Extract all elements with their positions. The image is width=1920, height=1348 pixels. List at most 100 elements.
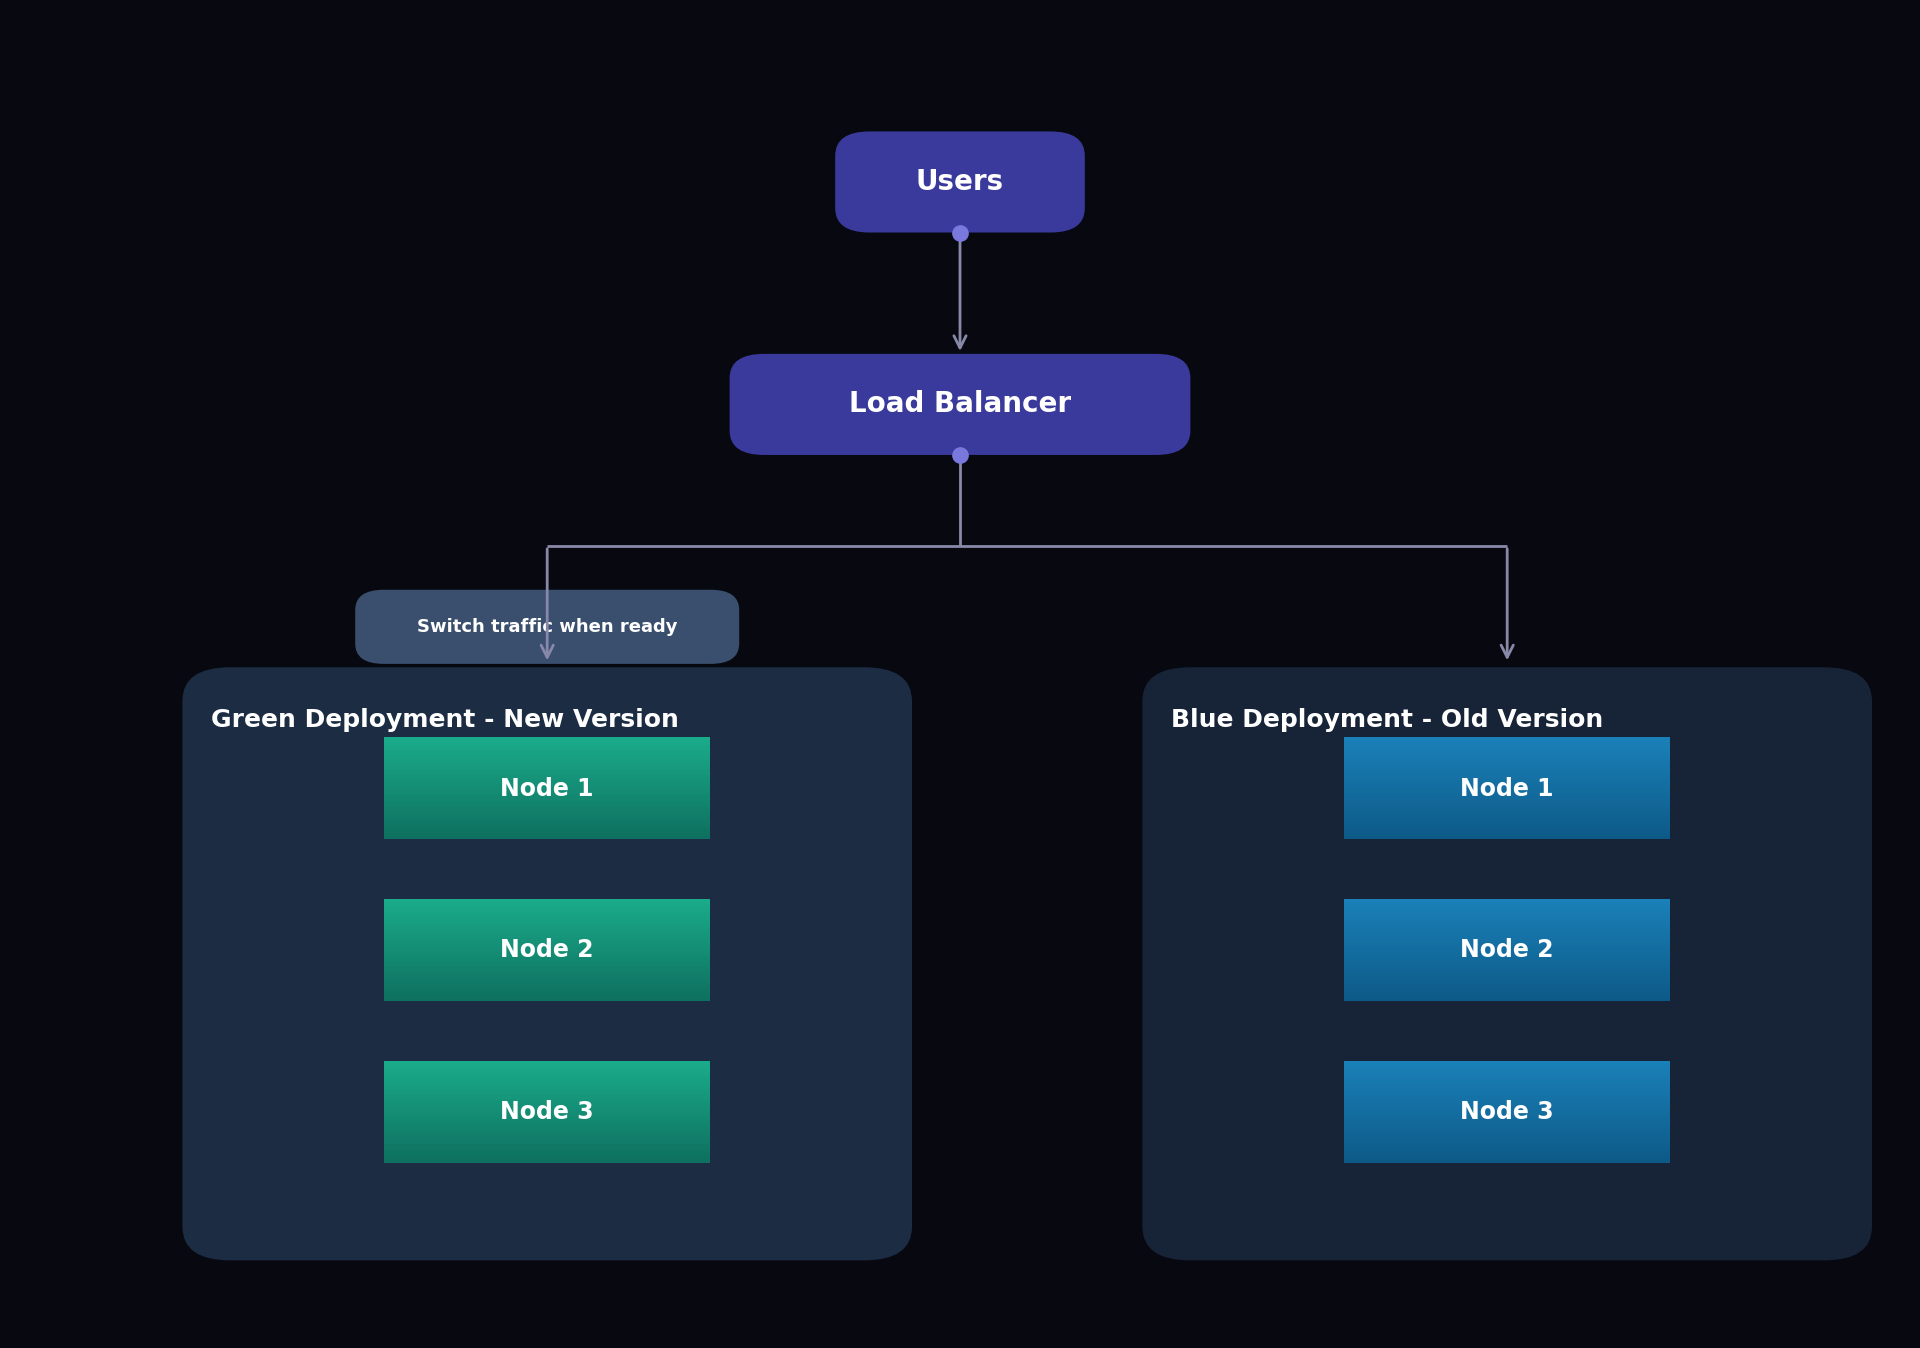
- Bar: [384, 980, 710, 983]
- Bar: [1344, 998, 1670, 1000]
- Bar: [384, 813, 710, 817]
- Bar: [1344, 1089, 1670, 1092]
- Bar: [384, 775, 710, 779]
- Bar: [384, 1122, 710, 1124]
- Bar: [1344, 948, 1670, 950]
- Bar: [1344, 934, 1670, 938]
- Bar: [1344, 745, 1670, 748]
- Bar: [384, 824, 710, 826]
- Bar: [1344, 824, 1670, 826]
- Bar: [1344, 988, 1670, 991]
- Bar: [384, 1147, 710, 1150]
- Bar: [1344, 1061, 1670, 1064]
- Bar: [1344, 1092, 1670, 1095]
- FancyBboxPatch shape: [182, 667, 912, 1260]
- Bar: [384, 826, 710, 829]
- Bar: [384, 1154, 710, 1158]
- Bar: [1344, 919, 1670, 922]
- Text: Green Deployment - New Version: Green Deployment - New Version: [211, 708, 680, 732]
- Bar: [1344, 1081, 1670, 1084]
- Bar: [1344, 1073, 1670, 1077]
- Bar: [1344, 989, 1670, 993]
- Text: Switch traffic when ready: Switch traffic when ready: [417, 617, 678, 636]
- Bar: [384, 1111, 710, 1115]
- Bar: [384, 905, 710, 907]
- Bar: [1344, 836, 1670, 838]
- Bar: [384, 914, 710, 918]
- Bar: [1344, 971, 1670, 973]
- Bar: [1344, 1107, 1670, 1109]
- Bar: [384, 942, 710, 945]
- Bar: [384, 1096, 710, 1100]
- Bar: [1344, 833, 1670, 837]
- Bar: [384, 949, 710, 953]
- Bar: [384, 977, 710, 981]
- Bar: [384, 965, 710, 968]
- Bar: [1344, 937, 1670, 941]
- Bar: [1344, 1064, 1670, 1066]
- Bar: [384, 1070, 710, 1074]
- Bar: [384, 992, 710, 996]
- Bar: [384, 934, 710, 938]
- Bar: [384, 985, 710, 988]
- Bar: [1344, 995, 1670, 999]
- Bar: [384, 922, 710, 925]
- Bar: [1344, 1122, 1670, 1124]
- Bar: [1344, 1066, 1670, 1069]
- Bar: [1344, 1086, 1670, 1089]
- Bar: [384, 821, 710, 824]
- Bar: [1344, 975, 1670, 979]
- Bar: [1344, 914, 1670, 918]
- Bar: [1344, 1070, 1670, 1074]
- Bar: [1344, 922, 1670, 925]
- Bar: [384, 919, 710, 922]
- Bar: [1344, 909, 1670, 913]
- Bar: [384, 830, 710, 834]
- Bar: [1344, 743, 1670, 745]
- Bar: [384, 1139, 710, 1143]
- FancyBboxPatch shape: [835, 132, 1085, 232]
- Bar: [384, 828, 710, 832]
- Bar: [384, 747, 710, 751]
- Bar: [384, 937, 710, 941]
- Bar: [1344, 992, 1670, 996]
- Bar: [384, 836, 710, 838]
- Bar: [384, 1101, 710, 1104]
- Bar: [384, 1078, 710, 1081]
- Bar: [1344, 763, 1670, 766]
- Bar: [384, 1084, 710, 1086]
- Bar: [1344, 1157, 1670, 1161]
- Text: Node 2: Node 2: [501, 938, 593, 962]
- Bar: [384, 983, 710, 985]
- Bar: [384, 740, 710, 743]
- Bar: [384, 807, 710, 811]
- Text: Node 1: Node 1: [1461, 776, 1553, 801]
- Bar: [1344, 1134, 1670, 1138]
- Text: Node 3: Node 3: [501, 1100, 593, 1124]
- Bar: [1344, 1154, 1670, 1158]
- Bar: [1344, 977, 1670, 981]
- Bar: [1344, 1076, 1670, 1080]
- Bar: [384, 962, 710, 965]
- Bar: [1344, 949, 1670, 953]
- Bar: [384, 952, 710, 956]
- Bar: [1344, 807, 1670, 811]
- Bar: [1344, 1139, 1670, 1143]
- Bar: [1344, 905, 1670, 907]
- Bar: [384, 998, 710, 1000]
- Bar: [1344, 801, 1670, 803]
- Bar: [384, 763, 710, 766]
- Bar: [1344, 798, 1670, 801]
- Bar: [1344, 758, 1670, 760]
- Bar: [1344, 772, 1670, 776]
- Bar: [1344, 740, 1670, 743]
- Bar: [384, 1136, 710, 1140]
- Bar: [384, 780, 710, 783]
- Bar: [384, 968, 710, 971]
- Bar: [1344, 755, 1670, 758]
- Bar: [1344, 752, 1670, 756]
- Bar: [1344, 1147, 1670, 1150]
- Bar: [384, 810, 710, 814]
- Bar: [1344, 1116, 1670, 1120]
- Bar: [384, 957, 710, 960]
